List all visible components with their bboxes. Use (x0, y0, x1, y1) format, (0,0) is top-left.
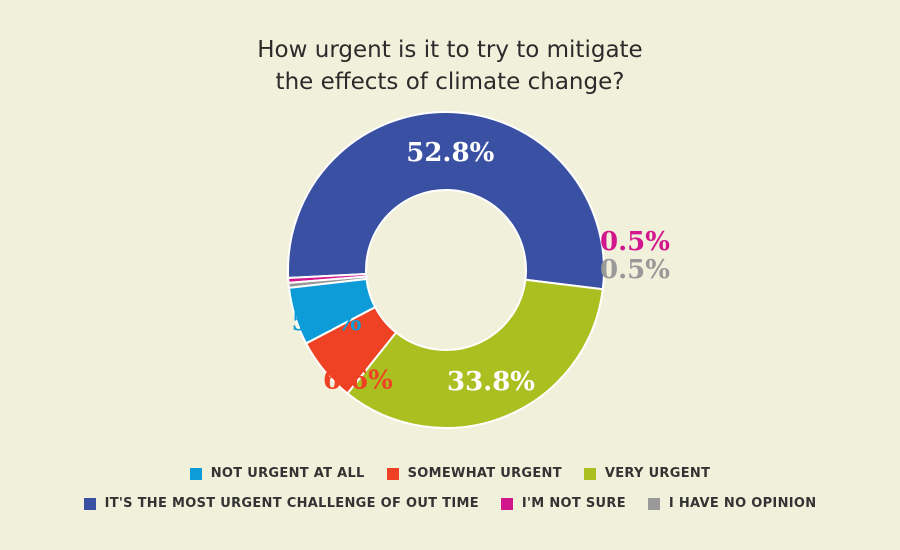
legend-swatch (583, 467, 596, 480)
legend-label: IT'S THE MOST URGENT CHALLENGE OF OUT TI… (104, 496, 479, 511)
value-label-5: 0.5% (600, 255, 670, 285)
value-label-0: 5.9% (292, 307, 362, 337)
legend-item: NOT URGENT AT ALL (189, 466, 365, 481)
legend-row-1: NOT URGENT AT ALL SOMEWHAT URGENT VERY URG… (0, 466, 900, 481)
legend-swatch (500, 497, 513, 510)
legend-item: IT'S THE MOST URGENT CHALLENGE OF OUT TI… (83, 496, 479, 511)
chart-title-line-2: the effects of climate change? (275, 69, 625, 95)
legend-item: I'M NOT SURE (500, 496, 626, 511)
chart-title-line-1: How urgent is it to try to mitigate (257, 37, 643, 63)
legend-item: VERY URGENT (583, 466, 711, 481)
legend-item: SOMEWHAT URGENT (386, 466, 562, 481)
value-label-1: 6.6% (323, 365, 393, 395)
chart-title: How urgent is it to try to mitigate the … (0, 34, 900, 98)
legend-label: SOMEWHAT URGENT (407, 466, 562, 481)
legend-label: VERY URGENT (604, 466, 711, 481)
value-label-3: 52.8% (406, 138, 494, 168)
legend-swatch (83, 497, 96, 510)
legend-swatch (189, 467, 202, 480)
legend-item: I HAVE NO OPINION (647, 496, 817, 511)
legend-label: I HAVE NO OPINION (668, 496, 817, 511)
value-label-4: 0.5% (600, 227, 670, 257)
legend-swatch (647, 497, 660, 510)
legend-row-2: IT'S THE MOST URGENT CHALLENGE OF OUT TI… (0, 496, 900, 511)
legend-swatch (386, 467, 399, 480)
legend-label: NOT URGENT AT ALL (210, 466, 365, 481)
slice-3 (287, 111, 605, 291)
legend-label: I'M NOT SURE (521, 496, 626, 511)
value-label-2: 33.8% (447, 367, 535, 397)
slice-2 (346, 278, 604, 429)
